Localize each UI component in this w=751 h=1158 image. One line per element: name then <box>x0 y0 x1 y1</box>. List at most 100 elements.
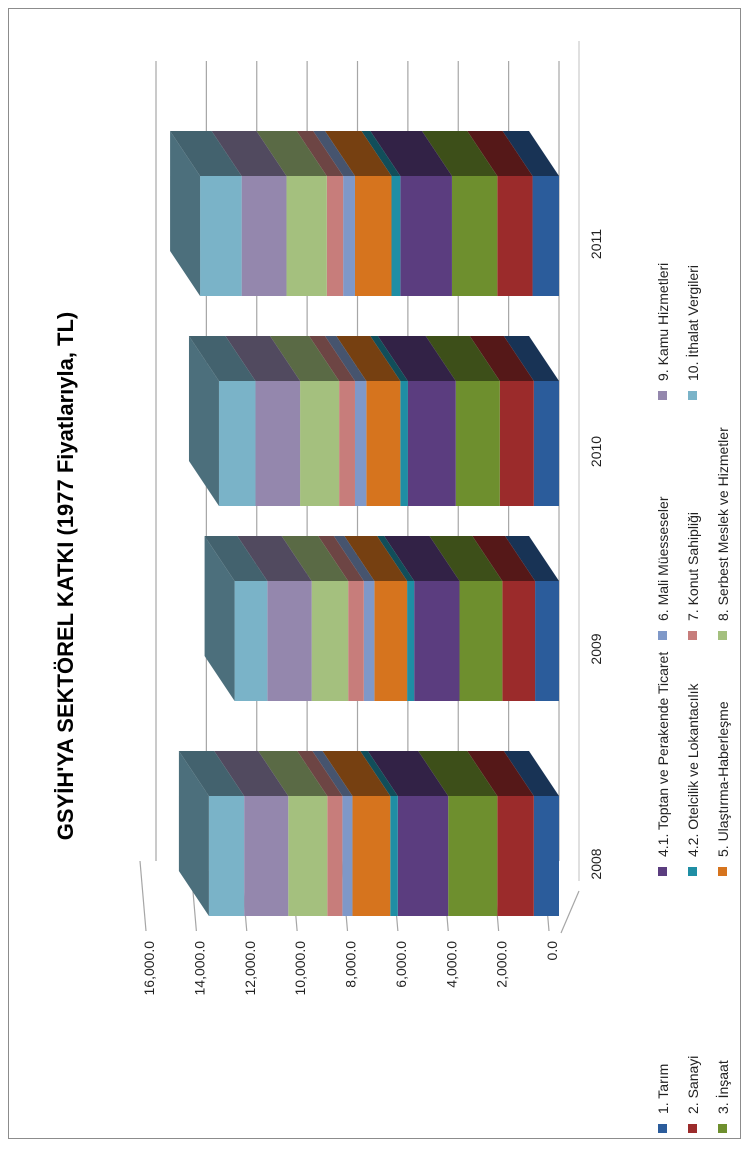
bar-top-2008-1 <box>503 751 559 796</box>
bar-segment-2008-11 <box>208 796 245 916</box>
bar-segment-2009-2 <box>502 581 536 701</box>
chart-svg: 0.0 2,000.0 4,000.0 6,000.0 8,000.0 10,000.0 1… <box>53 41 731 1133</box>
bar-top-2009-5 <box>377 536 415 581</box>
bar-top-2011-1 <box>502 131 559 176</box>
gridline-floor <box>139 860 147 932</box>
bar-segment-2011-10 <box>241 176 287 296</box>
bar-segment-2008-4 <box>397 796 449 916</box>
legend-label-11: 10. İthalat Vergileri <box>684 265 701 381</box>
bar-top-2008-9 <box>258 751 328 796</box>
bar-top-2011-11 <box>170 131 242 176</box>
bar-segment-2008-6 <box>352 796 391 916</box>
legend-label-4: 4.1. Toptan ve Perakende Ticaret <box>655 652 671 857</box>
bar-side-2011 <box>170 131 201 296</box>
y-tick-label: 14,000.0 <box>191 941 207 996</box>
bar-top-2010-5 <box>370 336 408 381</box>
legend-swatch-8 <box>688 631 697 640</box>
bar-segment-2010-10 <box>255 381 301 506</box>
bar-top-2008-8 <box>297 751 343 796</box>
bar-segment-2010-5 <box>400 381 408 506</box>
y-tick-label: 16,000.0 <box>141 941 157 996</box>
bar-segment-2009-9 <box>311 581 349 701</box>
legend-swatch-7 <box>658 631 667 640</box>
bar-top-2009-10 <box>237 536 312 581</box>
bar-segment-2010-2 <box>499 381 534 506</box>
bar-segment-2008-5 <box>390 796 398 916</box>
y-tick-label: 4,000.0 <box>443 941 459 988</box>
bar-top-2008-4 <box>367 751 449 796</box>
chart-title: GSYİH'YA SEKTÖREL KATKI (1977 Fiyatlarıy… <box>53 312 78 840</box>
bar-top-2010-2 <box>469 336 534 381</box>
bar-top-2011-6 <box>324 131 392 176</box>
legend-label-2: 2. Sanayi <box>685 1056 701 1114</box>
x-category-label: 2009 <box>588 633 604 664</box>
bar-segment-2009-6 <box>374 581 408 701</box>
bar-segment-2011-5 <box>391 176 401 296</box>
bar-segment-2010-3 <box>455 381 500 506</box>
bar-segment-2009-4 <box>414 581 460 701</box>
bar-side-2009 <box>204 536 235 701</box>
bar-segment-2011-1 <box>532 176 559 296</box>
bar-top-2008-10 <box>214 751 289 796</box>
bar-top-2009-3 <box>429 536 503 581</box>
legend-swatch-6 <box>718 867 727 876</box>
legend-swatch-2 <box>688 1124 697 1133</box>
bar-top-2009-4 <box>384 536 460 581</box>
bar-top-2010-8 <box>309 336 355 381</box>
bar-top-2011-3 <box>421 131 498 176</box>
legend-label-3: 3. İnşaat <box>714 1060 731 1114</box>
bar-segment-2008-2 <box>497 796 534 916</box>
bar-segment-2009-1 <box>535 581 559 701</box>
bar-top-2011-7 <box>313 131 355 176</box>
y-tick-label: 2,000.0 <box>494 941 510 988</box>
bar-top-2010-4 <box>377 336 456 381</box>
legend-swatch-9 <box>718 631 727 640</box>
bar-top-2009-2 <box>472 536 536 581</box>
bar-segment-2011-2 <box>497 176 533 296</box>
bar-segment-2011-3 <box>451 176 498 296</box>
bar-segment-2011-7 <box>343 176 355 296</box>
bar-segment-2008-7 <box>342 796 353 916</box>
legend-label-7: 6. Mali Müesseseler <box>655 496 671 621</box>
legend-label-1: 1. Tarım <box>655 1064 671 1114</box>
bar-segment-2009-11 <box>234 581 268 701</box>
bar-segment-2008-9 <box>288 796 328 916</box>
bar-top-2011-2 <box>467 131 533 176</box>
bar-segment-2011-9 <box>286 176 327 296</box>
legend-swatch-10 <box>658 391 667 400</box>
bar-top-2011-9 <box>256 131 327 176</box>
bar-segment-2009-7 <box>363 581 375 701</box>
bar-segment-2008-1 <box>533 796 559 916</box>
legend-swatch-4 <box>658 867 667 876</box>
legend-label-5: 4.2. Otelcilik ve Lokantacılık <box>685 682 701 857</box>
y-tick-label: 0.0 <box>544 941 560 961</box>
bar-segment-2010-6 <box>366 381 401 506</box>
bar-top-2010-6 <box>336 336 401 381</box>
bar-top-2008-6 <box>322 751 391 796</box>
bar-top-2010-11 <box>188 336 256 381</box>
bar-top-2011-4 <box>370 131 452 176</box>
bar-top-2009-7 <box>333 536 375 581</box>
bar-segment-2010-1 <box>533 381 559 506</box>
legend-swatch-5 <box>688 867 697 876</box>
y-tick-label: 6,000.0 <box>393 941 409 988</box>
bar-segment-2011-8 <box>326 176 344 296</box>
bar-top-2008-5 <box>360 751 398 796</box>
bar-top-2011-10 <box>211 131 287 176</box>
bar-segment-2011-4 <box>400 176 452 296</box>
bar-top-2008-2 <box>467 751 534 796</box>
axis-corner <box>560 890 580 934</box>
bar-segment-2008-8 <box>327 796 343 916</box>
bar-segment-2009-5 <box>407 581 415 701</box>
bar-top-2008-11 <box>178 751 245 796</box>
bar-top-2008-3 <box>418 751 498 796</box>
chart-frame: 0.0 2,000.0 4,000.0 6,000.0 8,000.0 10,000.0 1… <box>8 8 741 1139</box>
bar-segment-2011-6 <box>354 176 392 296</box>
y-tick-label: 10,000.0 <box>292 941 308 996</box>
bar-segment-2009-10 <box>267 581 312 701</box>
x-category-label: 2010 <box>588 436 604 467</box>
bar-side-2010 <box>188 336 219 506</box>
y-tick-label: 12,000.0 <box>242 941 258 996</box>
bar-top-2010-1 <box>503 336 559 381</box>
bar-segment-2010-8 <box>339 381 355 506</box>
